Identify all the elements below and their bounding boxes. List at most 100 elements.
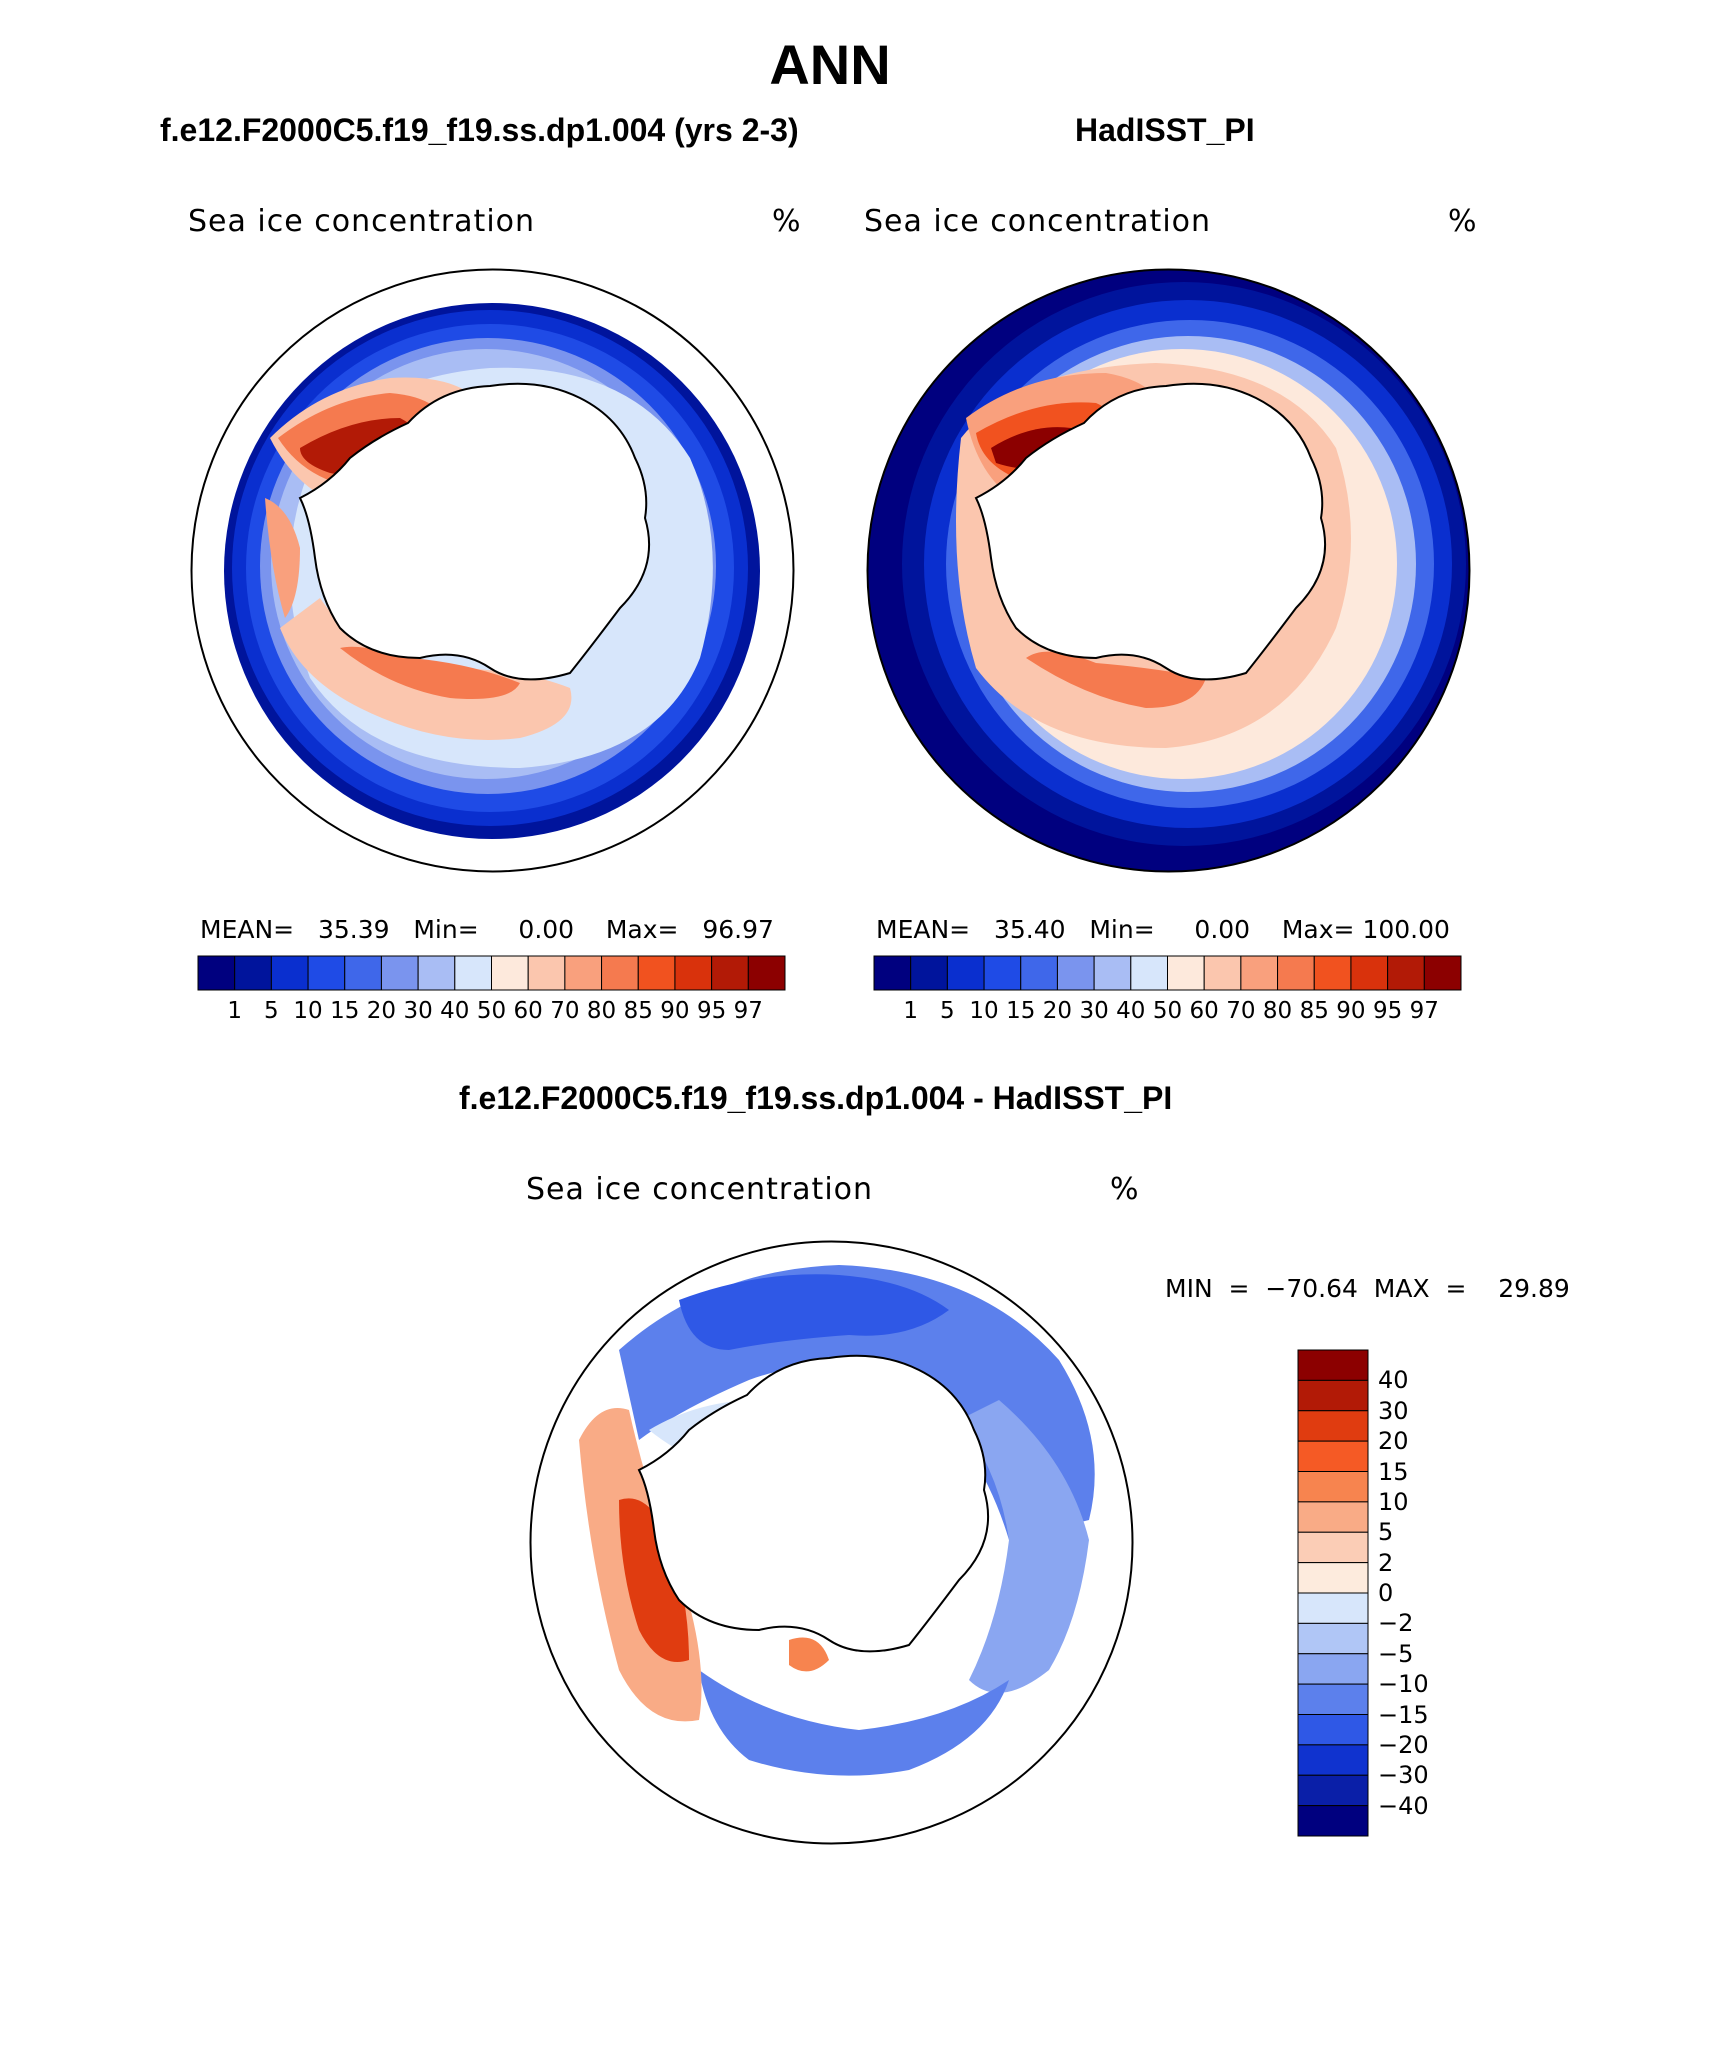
- colorbar-swatch: [873, 955, 912, 991]
- diff-negative-east: [959, 1400, 1089, 1693]
- colorbar-swatch: [983, 955, 1022, 991]
- colorbar-swatch: [1297, 1653, 1369, 1685]
- diff-negative-deep: [679, 1274, 949, 1350]
- colorbar-swatch: [1297, 1379, 1369, 1412]
- colorbar-tick-label: 1: [903, 998, 919, 1024]
- colorbar-tick-label: 60: [513, 998, 543, 1024]
- model-colorbar-ticks: 1 5 10 15 20 30 40 50 60 70 80 85 90 95 97: [198, 998, 785, 1028]
- colorbar-swatch: [747, 955, 786, 991]
- obs-colorbar: [873, 955, 1462, 991]
- colorbar-swatch: [637, 955, 676, 991]
- colorbar-tick-label: −40: [1378, 1791, 1429, 1820]
- diff-negative-south: [699, 1670, 1009, 1776]
- colorbar-tick-label: 97: [1409, 998, 1439, 1024]
- colorbar-swatch: [1297, 1592, 1369, 1624]
- colorbar-tick-label: 5: [940, 998, 955, 1024]
- obs-polar-map: [866, 268, 1471, 873]
- colorbar-swatch: [270, 955, 309, 991]
- colorbar-tick-label: 5: [1378, 1518, 1394, 1547]
- colorbar-tick-label: 30: [1079, 998, 1109, 1024]
- colorbar-tick-label: 20: [366, 998, 397, 1024]
- colorbar-swatch: [1056, 955, 1095, 991]
- antarctica-landmass: [974, 382, 1327, 681]
- diff-stats: MIN = −70.64 MAX = 29.89: [1165, 1274, 1570, 1303]
- colorbar-swatch: [1093, 955, 1132, 991]
- colorbar-tick-label: 90: [1336, 998, 1366, 1024]
- diff-colorbar-labels: 40 30 20 15 10 5 2 0 −2 −5 −10 −15 −20 −30 −40: [1378, 1350, 1458, 1836]
- colorbar-tick-label: 80: [1262, 998, 1293, 1024]
- colorbar-swatch: [307, 955, 346, 991]
- colorbar-tick-label: −5: [1378, 1639, 1414, 1668]
- colorbar-swatch: [1203, 955, 1242, 991]
- ice-band-70-amundsen: [265, 498, 300, 618]
- colorbar-swatch: [1297, 1622, 1369, 1655]
- colorbar-tick-label: 2: [1378, 1548, 1394, 1577]
- colorbar-swatch: [527, 955, 566, 991]
- diff-title: f.e12.F2000C5.f19_f19.ss.dp1.004 - HadIS…: [459, 1080, 1173, 1116]
- colorbar-swatch: [1167, 955, 1205, 991]
- colorbar-tick-label: −30: [1378, 1761, 1429, 1790]
- colorbar-tick-label: 20: [1042, 998, 1073, 1024]
- colorbar-tick-label: 30: [403, 998, 433, 1024]
- obs-unit-label: %: [1448, 204, 1478, 239]
- colorbar-swatch: [1020, 955, 1058, 991]
- colorbar-swatch: [380, 955, 419, 991]
- colorbar-tick-label: 10: [1378, 1487, 1409, 1516]
- colorbar-swatch: [1297, 1683, 1369, 1715]
- colorbar-swatch: [910, 955, 948, 991]
- colorbar-tick-label: 50: [1152, 998, 1183, 1024]
- ice-band-85-ross: [1026, 651, 1206, 708]
- colorbar-swatch: [1423, 955, 1462, 991]
- colorbar-swatch: [1297, 1410, 1369, 1442]
- diff-positive-small: [789, 1637, 829, 1672]
- colorbar-swatch: [1130, 955, 1168, 991]
- colorbar-swatch: [1297, 1714, 1369, 1746]
- colorbar-swatch: [491, 955, 529, 991]
- colorbar-tick-label: −15: [1378, 1700, 1429, 1729]
- colorbar-swatch: [234, 955, 272, 991]
- diff-colorbar: [1297, 1349, 1369, 1837]
- colorbar-tick-label: 1: [227, 998, 243, 1024]
- colorbar-swatch: [1297, 1471, 1369, 1503]
- colorbar-tick-label: 85: [623, 998, 653, 1024]
- diff-polar-map: [529, 1240, 1134, 1845]
- colorbar-swatch: [564, 955, 603, 991]
- colorbar-tick-label: 5: [264, 998, 279, 1024]
- model-colorbar: [197, 955, 786, 991]
- antarctica-landmass: [298, 382, 651, 681]
- colorbar-swatch: [1297, 1501, 1369, 1533]
- colorbar-swatch: [1297, 1774, 1369, 1807]
- colorbar-tick-label: 50: [476, 998, 507, 1024]
- colorbar-tick-label: 15: [1378, 1457, 1409, 1486]
- colorbar-tick-label: 97: [733, 998, 763, 1024]
- colorbar-tick-label: 95: [696, 998, 727, 1024]
- colorbar-tick-label: 15: [1006, 998, 1036, 1024]
- obs-field-label: Sea ice concentration: [864, 204, 1212, 239]
- colorbar-swatch: [1297, 1440, 1369, 1472]
- colorbar-tick-label: 30: [1378, 1396, 1409, 1425]
- obs-colorbar-ticks: 1 5 10 15 20 30 40 50 60 70 80 85 90 95 97: [874, 998, 1461, 1028]
- colorbar-tick-label: 40: [440, 998, 470, 1024]
- colorbar-tick-label: −20: [1378, 1730, 1429, 1759]
- colorbar-swatch: [1350, 955, 1389, 991]
- model-title: f.e12.F2000C5.f19_f19.ss.dp1.004 (yrs 2-…: [160, 112, 799, 148]
- figure-title: ANN: [769, 33, 891, 96]
- colorbar-tick-label: 40: [1116, 998, 1146, 1024]
- colorbar-swatch: [1297, 1744, 1369, 1776]
- model-polar-map: [190, 268, 795, 873]
- colorbar-tick-label: 0: [1378, 1579, 1394, 1607]
- colorbar-swatch: [417, 955, 456, 991]
- colorbar-swatch: [454, 955, 492, 991]
- colorbar-tick-label: 80: [586, 998, 617, 1024]
- colorbar-tick-label: −10: [1378, 1670, 1429, 1699]
- colorbar-swatch: [711, 955, 749, 991]
- colorbar-tick-label: 40: [1378, 1366, 1409, 1395]
- colorbar-swatch: [601, 955, 639, 991]
- colorbar-tick-label: 10: [969, 998, 999, 1024]
- colorbar-swatch: [1297, 1805, 1369, 1837]
- colorbar-swatch: [1313, 955, 1352, 991]
- colorbar-swatch: [197, 955, 236, 991]
- antarctica-landmass: [637, 1354, 990, 1653]
- obs-title: HadISST_PI: [1075, 112, 1255, 148]
- colorbar-tick-label: 85: [1299, 998, 1329, 1024]
